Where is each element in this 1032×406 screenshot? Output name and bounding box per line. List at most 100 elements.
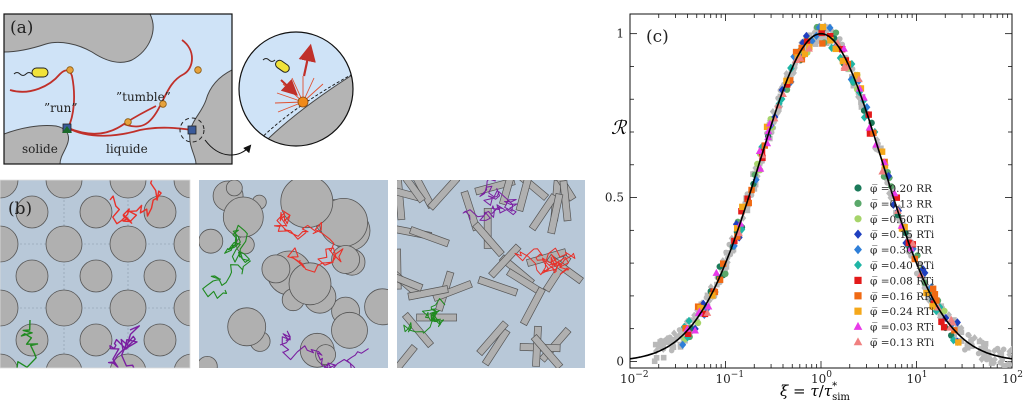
data-point — [919, 264, 927, 274]
legend-label: φ̅ =0.15 RTi — [870, 229, 935, 241]
data-point — [893, 194, 901, 201]
data-point — [704, 302, 713, 310]
data-point — [933, 297, 940, 304]
data-point — [792, 48, 800, 56]
legend-label: φ̅ =0.20 RR — [870, 183, 933, 195]
data-point-other — [670, 344, 677, 351]
data-point — [802, 31, 810, 41]
x-tick-labels: 10−2 10−1 100 101 102 — [620, 370, 1023, 386]
data-point — [929, 303, 936, 310]
data-point — [827, 32, 834, 40]
lattice-obstacle — [15, 195, 49, 229]
data-point — [733, 225, 741, 232]
lattice-obstacle — [109, 289, 147, 327]
data-point-other — [656, 344, 662, 350]
disc-obstacle — [261, 254, 291, 284]
data-point-other — [969, 336, 975, 343]
data-point-other — [965, 331, 973, 339]
data-point — [819, 40, 826, 47]
data-point-other — [652, 341, 659, 348]
data-point — [818, 29, 825, 37]
data-point — [756, 164, 765, 172]
data-point-other — [730, 246, 737, 253]
legend-marker — [854, 184, 862, 192]
disc-obstacle — [227, 307, 267, 347]
y-tick-label: 1 — [616, 27, 624, 41]
panel-b1-lattice — [0, 180, 190, 368]
data-point — [783, 86, 791, 93]
data-point-other — [677, 344, 684, 350]
zoom-circle — [179, 117, 205, 143]
legend-marker — [854, 199, 862, 207]
data-point-other — [669, 338, 676, 345]
panel-c-chart: φ̅ =0.20 RR φ̅ =0.13 RR φ̅ =0.50 RTi φ̅ =0.… — [605, 13, 1023, 403]
data-point-other — [975, 350, 982, 357]
lattice-obstacle — [173, 289, 190, 327]
disc-obstacle — [225, 180, 243, 197]
data-point-other — [704, 292, 711, 299]
chart-frame — [629, 13, 1013, 369]
trajectory-green — [403, 298, 446, 334]
disc-obstacle — [222, 196, 264, 238]
fit-curve — [630, 32, 1012, 360]
panel-b2-discs — [199, 180, 388, 368]
data-point — [684, 333, 692, 342]
trajectory-purple — [107, 325, 140, 368]
data-point — [697, 304, 704, 312]
data-point — [790, 52, 798, 61]
data-point — [840, 62, 849, 70]
data-point — [855, 75, 863, 83]
data-point — [938, 318, 945, 325]
legend-marker — [854, 260, 862, 270]
data-point-other — [740, 214, 747, 222]
data-point-other — [878, 145, 884, 152]
data-point-other — [724, 258, 731, 267]
data-point-other — [978, 345, 985, 352]
data-point — [709, 292, 716, 299]
solid-right — [189, 69, 232, 164]
data-point-other — [651, 358, 658, 365]
lattice-obstacle — [110, 353, 146, 368]
rod-obstacle — [530, 334, 564, 368]
run-label: ”run” — [44, 101, 77, 115]
disc-obstacle — [199, 356, 218, 368]
rod-obstacle — [432, 280, 473, 302]
data-point — [828, 43, 836, 53]
data-point — [827, 37, 834, 44]
trajectory-red — [273, 209, 344, 273]
lattice-obstacle — [79, 195, 113, 229]
data-point-other — [748, 190, 754, 197]
wall-contact-right — [187, 125, 197, 135]
lattice-obstacle — [109, 180, 147, 199]
data-point — [881, 162, 889, 169]
rod-obstacle — [397, 344, 418, 368]
data-point — [711, 288, 719, 296]
lattice-obstacle — [15, 259, 49, 293]
data-point — [685, 316, 693, 326]
disc-obstacle — [331, 245, 361, 274]
data-point-other — [671, 329, 678, 337]
data-point — [796, 54, 805, 62]
x-tick-label: 100 — [811, 370, 832, 386]
legend-marker — [854, 215, 862, 223]
wall-contact-left-marker — [62, 126, 72, 133]
data-point-other — [706, 297, 713, 305]
y-tick-label: 0.5 — [605, 191, 624, 205]
data-point-other — [983, 356, 990, 363]
trajectory-purple — [462, 180, 518, 221]
data-point-other — [991, 347, 998, 355]
data-point-other — [824, 34, 830, 41]
data-point-other — [916, 261, 922, 267]
data-point-other — [969, 343, 975, 350]
lattice-obstacle — [0, 180, 19, 199]
legend-label: φ̅ =0.13 RR — [870, 198, 933, 210]
panel-a-frame — [3, 13, 233, 165]
legend: φ̅ =0.20 RR φ̅ =0.13 RR φ̅ =0.50 RTi φ̅ =0.… — [853, 183, 935, 349]
data-point — [722, 270, 729, 278]
legend-label: φ̅ =0.13 RTi — [870, 337, 935, 349]
trajectory-green — [202, 224, 251, 299]
panel-a: (a) ”run” ”tumble” solide liquide — [3, 13, 354, 165]
data-point — [949, 336, 957, 345]
panel-b-label: (b) — [8, 199, 32, 219]
